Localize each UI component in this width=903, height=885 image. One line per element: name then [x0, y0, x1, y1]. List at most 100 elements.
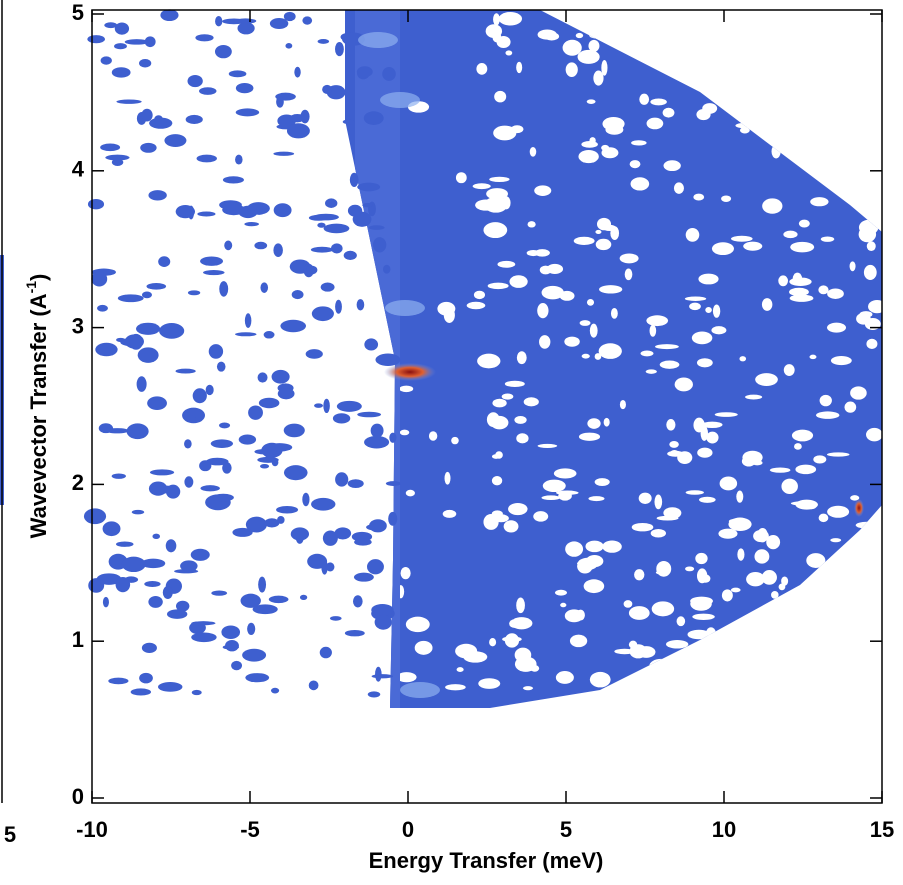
texture-hole — [791, 429, 814, 442]
x-tick-label: 15 — [870, 817, 894, 842]
y-axis-title: Wavevector Transfer (A-1) — [23, 274, 51, 539]
texture-blob — [187, 290, 201, 296]
texture-blob — [294, 66, 301, 78]
texture-hole — [782, 75, 805, 86]
texture-hole — [684, 296, 707, 301]
texture-blob — [208, 344, 224, 359]
texture-hole — [539, 335, 551, 349]
texture-hole — [654, 344, 679, 350]
texture-blob — [273, 151, 295, 156]
texture-blob — [305, 349, 323, 359]
texture-blob — [197, 211, 216, 217]
bright-spot — [358, 32, 398, 48]
texture-blob — [200, 256, 224, 266]
texture-hole — [786, 636, 806, 652]
texture-hole — [744, 102, 759, 117]
texture-blob — [144, 581, 161, 587]
texture-blob — [232, 527, 253, 537]
texture-hole — [489, 637, 497, 647]
texture-blob — [97, 304, 108, 312]
texture-hole — [784, 56, 804, 71]
bright-spot — [400, 682, 440, 698]
texture-hole — [523, 397, 539, 407]
texture-blob — [222, 462, 232, 474]
texture-hole — [624, 268, 633, 281]
texture-hole — [654, 494, 663, 510]
texture-blob — [323, 223, 350, 234]
texture-hole — [789, 294, 814, 302]
texture-hole — [761, 570, 777, 585]
texture-hole — [534, 185, 552, 196]
texture-hole — [745, 394, 763, 400]
texture-hole — [473, 290, 486, 300]
texture-hole — [771, 591, 779, 599]
texture-hole — [762, 664, 778, 671]
texture-hole — [827, 288, 844, 299]
texture-hole — [444, 471, 451, 485]
texture-hole — [706, 627, 716, 638]
texture-hole — [498, 12, 523, 26]
texture-blob — [382, 264, 391, 274]
texture-hole — [650, 528, 667, 538]
texture-blob — [231, 660, 243, 671]
texture-hole — [810, 197, 829, 207]
y-tick-label: 5 — [72, 0, 84, 25]
texture-blob — [260, 282, 269, 293]
texture-hole — [659, 360, 680, 369]
texture-hole — [443, 307, 455, 323]
texture-hole — [813, 455, 827, 464]
texture-hole — [742, 450, 763, 465]
texture-blob — [247, 622, 256, 636]
texture-hole — [792, 272, 803, 286]
texture-blob — [352, 595, 363, 608]
texture-blob — [218, 422, 231, 429]
texture-blob — [335, 299, 342, 314]
texture-hole — [727, 634, 739, 643]
texture-blob — [111, 473, 126, 479]
texture-blob — [136, 322, 161, 335]
texture-hole — [661, 30, 678, 46]
texture-blob — [200, 485, 220, 492]
texture-hole — [778, 600, 797, 613]
texture-blob — [323, 398, 330, 414]
texture-hole — [501, 393, 514, 400]
texture-blob — [87, 199, 105, 210]
texture-blob — [149, 117, 173, 129]
texture-blob — [277, 387, 295, 400]
texture-blob — [195, 34, 214, 42]
texture-hole — [809, 354, 817, 360]
texture-hole — [575, 32, 584, 39]
texture-blob — [367, 559, 384, 575]
texture-blob — [141, 642, 157, 654]
texture-hole — [483, 514, 499, 530]
texture-blob — [214, 44, 232, 59]
texture-blob — [165, 539, 177, 553]
texture-blob — [211, 590, 228, 596]
texture-blob — [129, 333, 143, 350]
texture-blob — [264, 518, 280, 528]
plot-frame — [91, 9, 883, 804]
texture-blob — [126, 423, 149, 440]
texture-blob — [102, 596, 109, 608]
texture-hole — [599, 285, 623, 294]
texture-blob — [190, 548, 210, 561]
texture-blob — [146, 283, 167, 290]
texture-hole — [806, 553, 826, 568]
texture-blob — [210, 439, 233, 448]
texture-hole — [853, 77, 865, 89]
texture-hole — [687, 629, 711, 640]
texture-hole — [663, 160, 681, 172]
texture-blob — [131, 509, 145, 515]
texture-hole — [619, 399, 626, 410]
texture-blob — [185, 114, 203, 124]
texture-hole — [489, 176, 510, 182]
texture-blob — [235, 82, 254, 94]
y-tick-label: 1 — [72, 627, 84, 652]
texture-hole — [673, 182, 684, 194]
texture-hole — [716, 22, 725, 34]
texture-hole — [710, 77, 719, 82]
texture-hole — [502, 636, 522, 643]
texture-hole — [728, 685, 750, 698]
texture-hole — [665, 640, 689, 649]
texture-hole — [634, 569, 645, 581]
